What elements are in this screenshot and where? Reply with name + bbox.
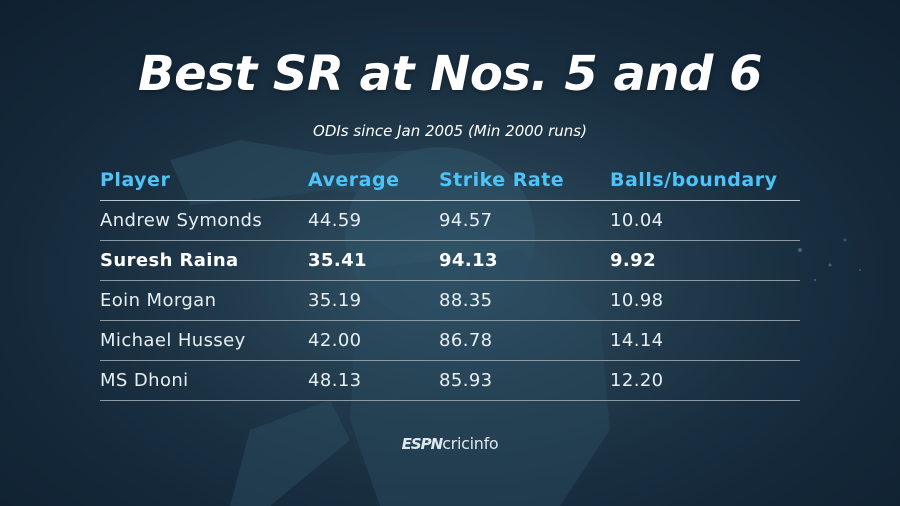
cell-balls-per-boundary: 9.92 — [610, 240, 800, 281]
cell-strike-rate: 88.35 — [439, 280, 610, 321]
cell-balls-per-boundary: 14.14 — [610, 320, 800, 361]
column-header-balls-per-boundary: Balls/boundary — [610, 160, 800, 201]
table-row: MS Dhoni 48.13 85.93 12.20 — [100, 360, 800, 401]
cell-balls-per-boundary: 10.98 — [610, 280, 800, 321]
column-header-strike-rate: Strike Rate — [439, 160, 610, 201]
cell-player: Michael Hussey — [100, 320, 308, 361]
table-row: Michael Hussey 42.00 86.78 14.14 — [100, 320, 800, 361]
column-header-player: Player — [100, 160, 308, 201]
espncricinfo-logo: ESPNcricinfo — [0, 434, 900, 453]
logo-espn-text: ESPN — [401, 435, 444, 453]
logo-cricinfo-text: cricinfo — [442, 434, 499, 453]
cell-strike-rate: 94.13 — [439, 240, 610, 281]
stats-table: Player Average Strike Rate Balls/boundar… — [100, 160, 800, 401]
table-row: Andrew Symonds 44.59 94.57 10.04 — [100, 200, 800, 241]
table-row-highlighted: Suresh Raina 35.41 94.13 9.92 — [100, 240, 800, 281]
cell-average: 42.00 — [308, 320, 439, 361]
cell-strike-rate: 94.57 — [439, 200, 610, 241]
cell-player: Eoin Morgan — [100, 280, 308, 321]
cell-average: 35.41 — [308, 240, 439, 281]
table-header-row: Player Average Strike Rate Balls/boundar… — [100, 160, 800, 201]
cell-strike-rate: 86.78 — [439, 320, 610, 361]
cell-player: Suresh Raina — [100, 240, 308, 281]
table-row: Eoin Morgan 35.19 88.35 10.98 — [100, 280, 800, 321]
cell-average: 48.13 — [308, 360, 439, 401]
cell-player: Andrew Symonds — [100, 200, 308, 241]
cell-player: MS Dhoni — [100, 360, 308, 401]
cell-average: 44.59 — [308, 200, 439, 241]
column-header-average: Average — [308, 160, 439, 201]
cell-balls-per-boundary: 10.04 — [610, 200, 800, 241]
chart-subtitle: ODIs since Jan 2005 (Min 2000 runs) — [313, 122, 587, 140]
cell-average: 35.19 — [308, 280, 439, 321]
cell-balls-per-boundary: 12.20 — [610, 360, 800, 401]
cell-strike-rate: 85.93 — [439, 360, 610, 401]
chart-title: Best SR at Nos. 5 and 6 — [138, 46, 762, 102]
